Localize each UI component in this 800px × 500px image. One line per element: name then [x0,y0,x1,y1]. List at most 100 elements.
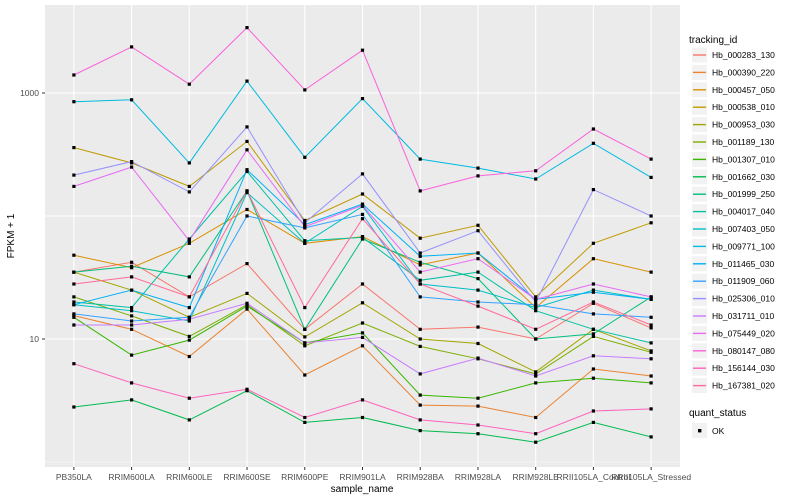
data-point [418,429,422,433]
data-point [591,420,595,424]
data-point [187,334,191,338]
x-tick-label: RRIM600SE [223,472,271,482]
data-point [591,334,595,338]
data-point [130,260,134,264]
data-point [72,270,76,274]
legend-item-Hb_075449_020: Hb_075449_020 [692,325,775,341]
data-point [476,404,480,408]
data-point [303,420,307,424]
data-point [130,165,134,169]
data-point [418,372,422,376]
data-point [591,241,595,245]
data-point [130,264,134,268]
data-point [360,212,365,216]
data-point [245,169,249,174]
legend-item-label: Hb_001189_130 [712,137,775,147]
data-point [418,418,422,422]
data-point [360,344,365,348]
data-point [591,290,595,294]
data-point [130,309,134,313]
data-point [72,100,76,104]
data-point [245,148,249,152]
data-point [245,125,249,129]
data-point [72,323,76,327]
data-point [130,275,134,279]
data-point [187,396,191,400]
data-point [649,214,653,218]
x-tick-label: RRIM928LE [513,472,560,482]
x-tick-label: RRII105LA_Stressed [611,472,691,482]
data-point [130,288,134,292]
data-point [245,214,249,218]
data-point [303,341,307,345]
y-tick-label: 10 [30,334,40,344]
data-point [245,168,249,172]
data-point [303,241,307,245]
data-point [534,337,538,341]
data-point [649,350,653,354]
data-point [130,323,134,327]
data-point [245,291,249,295]
ok-point-swatch [698,429,702,433]
data-point [360,335,365,339]
legend-item-label: Hb_000457_050 [712,85,775,95]
x-tick-label: RRIM600LA [108,472,155,482]
data-point [591,282,595,286]
data-point [649,374,653,378]
data-point [245,387,249,391]
data-point [360,235,365,239]
legend-item-Hb_001189_130: Hb_001189_130 [692,134,775,150]
data-point [187,190,191,194]
data-point [303,344,307,348]
data-point [130,160,134,164]
data-point [418,327,422,331]
data-point [476,325,480,329]
data-point [534,381,538,385]
data-point [72,300,76,304]
data-point [187,275,191,279]
legend-item-Hb_011909_060: Hb_011909_060 [692,273,775,289]
data-point [418,282,422,286]
data-point [476,270,480,274]
legend-item-Hb_009771_100: Hb_009771_100 [692,238,775,254]
data-point [360,282,365,286]
data-point [534,370,538,374]
data-point [418,236,422,240]
data-point [476,166,480,170]
quant-status-legend-item: OK [692,423,725,438]
data-point [534,372,538,376]
data-point [245,139,249,143]
data-point [418,403,422,407]
data-point [476,174,480,178]
data-point [649,326,653,330]
data-point [187,354,191,359]
data-point [303,221,307,225]
legend-item-Hb_167381_020: Hb_167381_020 [692,378,775,394]
y-tick-label: 1000 [20,88,39,98]
data-point [360,192,365,196]
data-point [476,257,480,261]
data-point [476,251,480,255]
data-point [187,319,191,323]
data-point [187,161,191,165]
legend-item-label: Hb_001999_250 [712,189,775,199]
data-point [476,423,480,427]
data-point [72,282,76,286]
legend-item-Hb_001307_010: Hb_001307_010 [692,151,775,167]
legend-item-Hb_007403_050: Hb_007403_050 [692,221,775,237]
data-point [534,374,538,378]
data-point [187,338,191,342]
data-point [72,362,76,366]
data-point [360,331,365,335]
data-point [130,327,134,331]
legend-item-Hb_001662_030: Hb_001662_030 [692,169,775,185]
legend-item-label: Hb_156144_030 [712,363,775,373]
data-point [303,306,307,310]
data-point [187,82,191,86]
data-point [130,319,134,323]
data-point [591,141,595,145]
y-axis-title: FPKM + 1 [6,213,17,258]
data-point [303,225,307,229]
